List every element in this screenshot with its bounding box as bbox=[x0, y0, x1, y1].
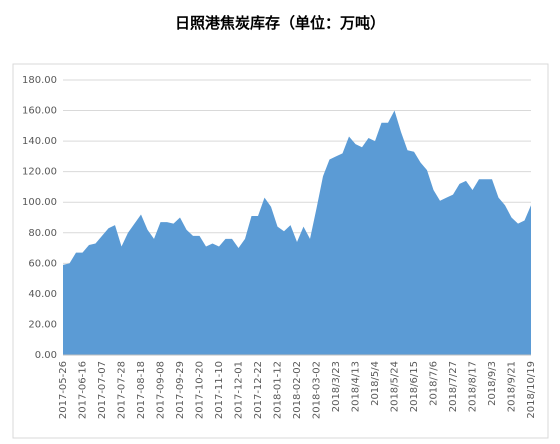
x-tick-label: 2017-09-29 bbox=[175, 361, 186, 419]
y-tick-label: 100.00 bbox=[22, 197, 57, 208]
x-tick-label: 2018/3/23 bbox=[331, 361, 342, 412]
x-tick-label: 2017-07-07 bbox=[97, 361, 108, 419]
x-tick-label: 2017-07-28 bbox=[117, 361, 128, 419]
y-tick-label: 120.00 bbox=[22, 167, 57, 178]
area bbox=[63, 110, 531, 355]
y-tick-label: 80.00 bbox=[28, 228, 57, 239]
x-tick-label: 2018/9/21 bbox=[507, 361, 518, 412]
x-tick-label: 2017-06-16 bbox=[78, 361, 89, 419]
x-tick-label: 2018/8/17 bbox=[468, 361, 479, 412]
y-tick-label: 60.00 bbox=[28, 258, 57, 269]
y-tick-label: 180.00 bbox=[22, 75, 57, 86]
y-tick-label: 0.00 bbox=[35, 350, 57, 361]
x-tick-label: 2018/9/3 bbox=[487, 361, 498, 406]
x-tick-label: 2018-02-02 bbox=[292, 361, 303, 419]
x-tick-label: 2017-10-20 bbox=[195, 361, 206, 419]
x-tick-label: 2018/7/27 bbox=[448, 361, 459, 412]
x-tick-label: 2017-12-22 bbox=[253, 361, 264, 419]
x-tick-label: 2018/7/6 bbox=[429, 361, 440, 406]
x-tick-label: 2018/10/19 bbox=[526, 361, 537, 419]
y-tick-label: 40.00 bbox=[28, 289, 57, 300]
x-tick-label: 2017-11-10 bbox=[214, 361, 225, 419]
x-tick-label: 2018/6/15 bbox=[409, 361, 420, 412]
x-tick-label: 2018/5/24 bbox=[390, 361, 401, 412]
x-tick-label: 2017-09-08 bbox=[156, 361, 167, 419]
plot-frame bbox=[12, 63, 549, 439]
x-tick-label: 2017-08-18 bbox=[136, 361, 147, 419]
x-tick-label: 2018-01-12 bbox=[273, 361, 284, 419]
y-tick-label: 20.00 bbox=[28, 319, 57, 330]
x-tick-label: 2018/5/4 bbox=[370, 361, 381, 406]
chart-title: 日照港焦炭库存（单位：万吨） bbox=[175, 14, 385, 32]
x-tick-label: 2017-12-01 bbox=[234, 361, 245, 419]
y-tick-label: 160.00 bbox=[22, 106, 57, 117]
x-tick-label: 2018/4/13 bbox=[351, 361, 362, 412]
x-tick-label: 2017-05-26 bbox=[58, 361, 69, 419]
x-tick-label: 2018-03-02 bbox=[312, 361, 323, 419]
y-tick-label: 140.00 bbox=[22, 136, 57, 147]
